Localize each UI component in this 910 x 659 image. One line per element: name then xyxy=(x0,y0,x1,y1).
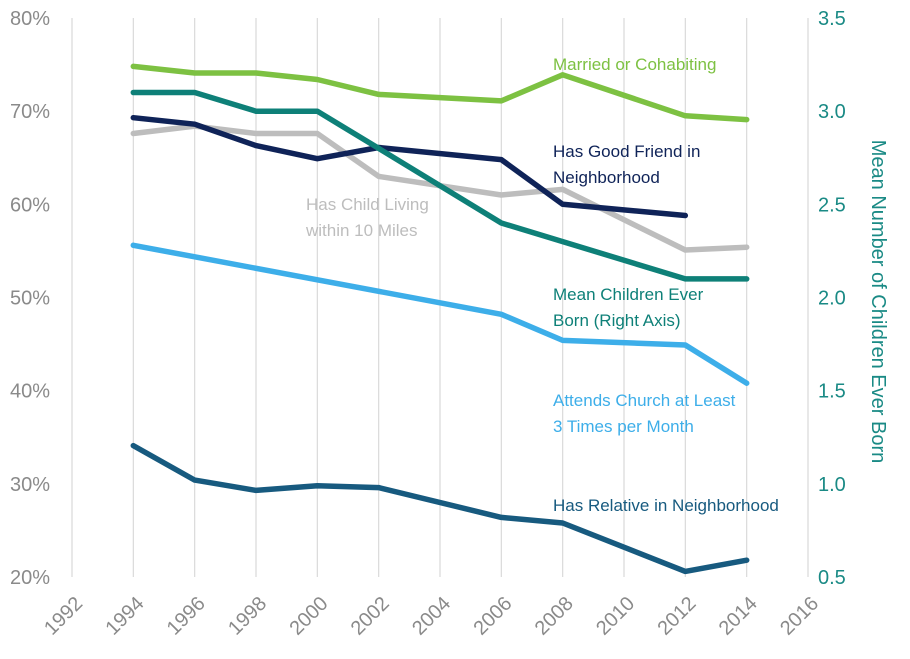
series-line-4 xyxy=(130,242,750,386)
y-right-tick: 3.5 xyxy=(818,8,846,30)
x-tick: 2004 xyxy=(408,593,455,640)
series-label-2: Has Good Friend in Neighborhood xyxy=(553,142,700,187)
series-label-0: Married or Cohabiting xyxy=(553,55,716,74)
series-line-0 xyxy=(130,63,750,123)
tick-labels: 20% 30% 40% 50% 60% 70% 80% 0.5 1.0 1.5 2.0 2.5 3.0 3… xyxy=(10,8,846,640)
x-tick: 2014 xyxy=(715,593,762,640)
x-tick: 1998 xyxy=(224,593,271,640)
series-line-5 xyxy=(130,442,750,575)
x-tick: 2012 xyxy=(653,593,700,640)
x-tick: 2016 xyxy=(776,593,823,640)
y-right-tick: 3.0 xyxy=(818,101,846,123)
y-right-tick: 2.5 xyxy=(818,194,846,216)
series-line-3 xyxy=(130,89,750,282)
y-left-tick: 20% xyxy=(10,567,50,589)
series-label-5: Has Relative in Neighborhood xyxy=(553,496,779,515)
series-line-2 xyxy=(130,114,689,219)
y-left-tick: 50% xyxy=(10,288,50,310)
x-tick: 2000 xyxy=(285,593,332,640)
y-right-tick: 2.0 xyxy=(818,288,846,310)
y-right-tick: 1.5 xyxy=(818,381,846,403)
y-left-tick: 60% xyxy=(10,194,50,216)
series-label-4: Attends Church at Least 3 Times per Month xyxy=(553,391,736,436)
x-tick: 2002 xyxy=(347,593,394,640)
y-left-tick: 30% xyxy=(10,474,50,496)
x-tick: 1992 xyxy=(40,593,87,640)
series-labels: Married or Cohabiting Has Child Living wit… xyxy=(305,55,779,515)
right-axis-title: Mean Number of Children Ever Born xyxy=(867,140,889,463)
x-tick: 2010 xyxy=(592,593,639,640)
y-right-tick: 1.0 xyxy=(818,474,846,496)
grid-lines xyxy=(71,18,809,577)
series-lines xyxy=(130,63,750,575)
y-right-tick: 0.5 xyxy=(818,567,846,589)
y-left-tick: 40% xyxy=(10,381,50,403)
y-left-tick: 80% xyxy=(10,8,50,30)
y-left-tick: 70% xyxy=(10,101,50,123)
x-tick: 2006 xyxy=(469,593,516,640)
series-label-3: Mean Children Ever Born (Right Axis) xyxy=(553,285,704,330)
x-tick: 1996 xyxy=(163,593,210,640)
x-tick: 1994 xyxy=(101,593,148,640)
series-label-1: Has Child Living within 10 Miles xyxy=(305,195,429,240)
x-tick: 2008 xyxy=(531,593,578,640)
